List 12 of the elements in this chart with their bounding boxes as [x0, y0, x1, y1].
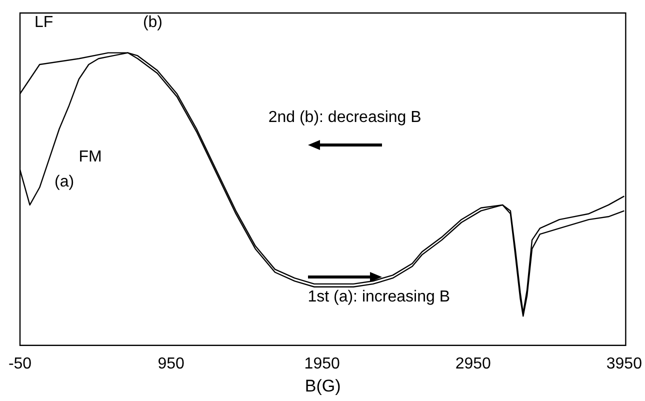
- x-tick-label: 3950: [606, 355, 642, 372]
- x-axis-title: B(G): [304, 376, 341, 396]
- x-tick-label: 1950: [304, 355, 340, 372]
- annotation: (a): [54, 174, 74, 191]
- text: LF: [34, 14, 54, 32]
- x-tick-label: 2950: [455, 355, 492, 372]
- annotation: 1st (a): increasing B: [308, 288, 450, 306]
- annotation: FM: [78, 148, 102, 166]
- text: (b): [142, 14, 163, 32]
- x-tick-label: 950: [158, 355, 184, 372]
- x-tick-label: -50: [8, 355, 32, 372]
- annotation: 2nd (b): decreasing B: [268, 108, 422, 126]
